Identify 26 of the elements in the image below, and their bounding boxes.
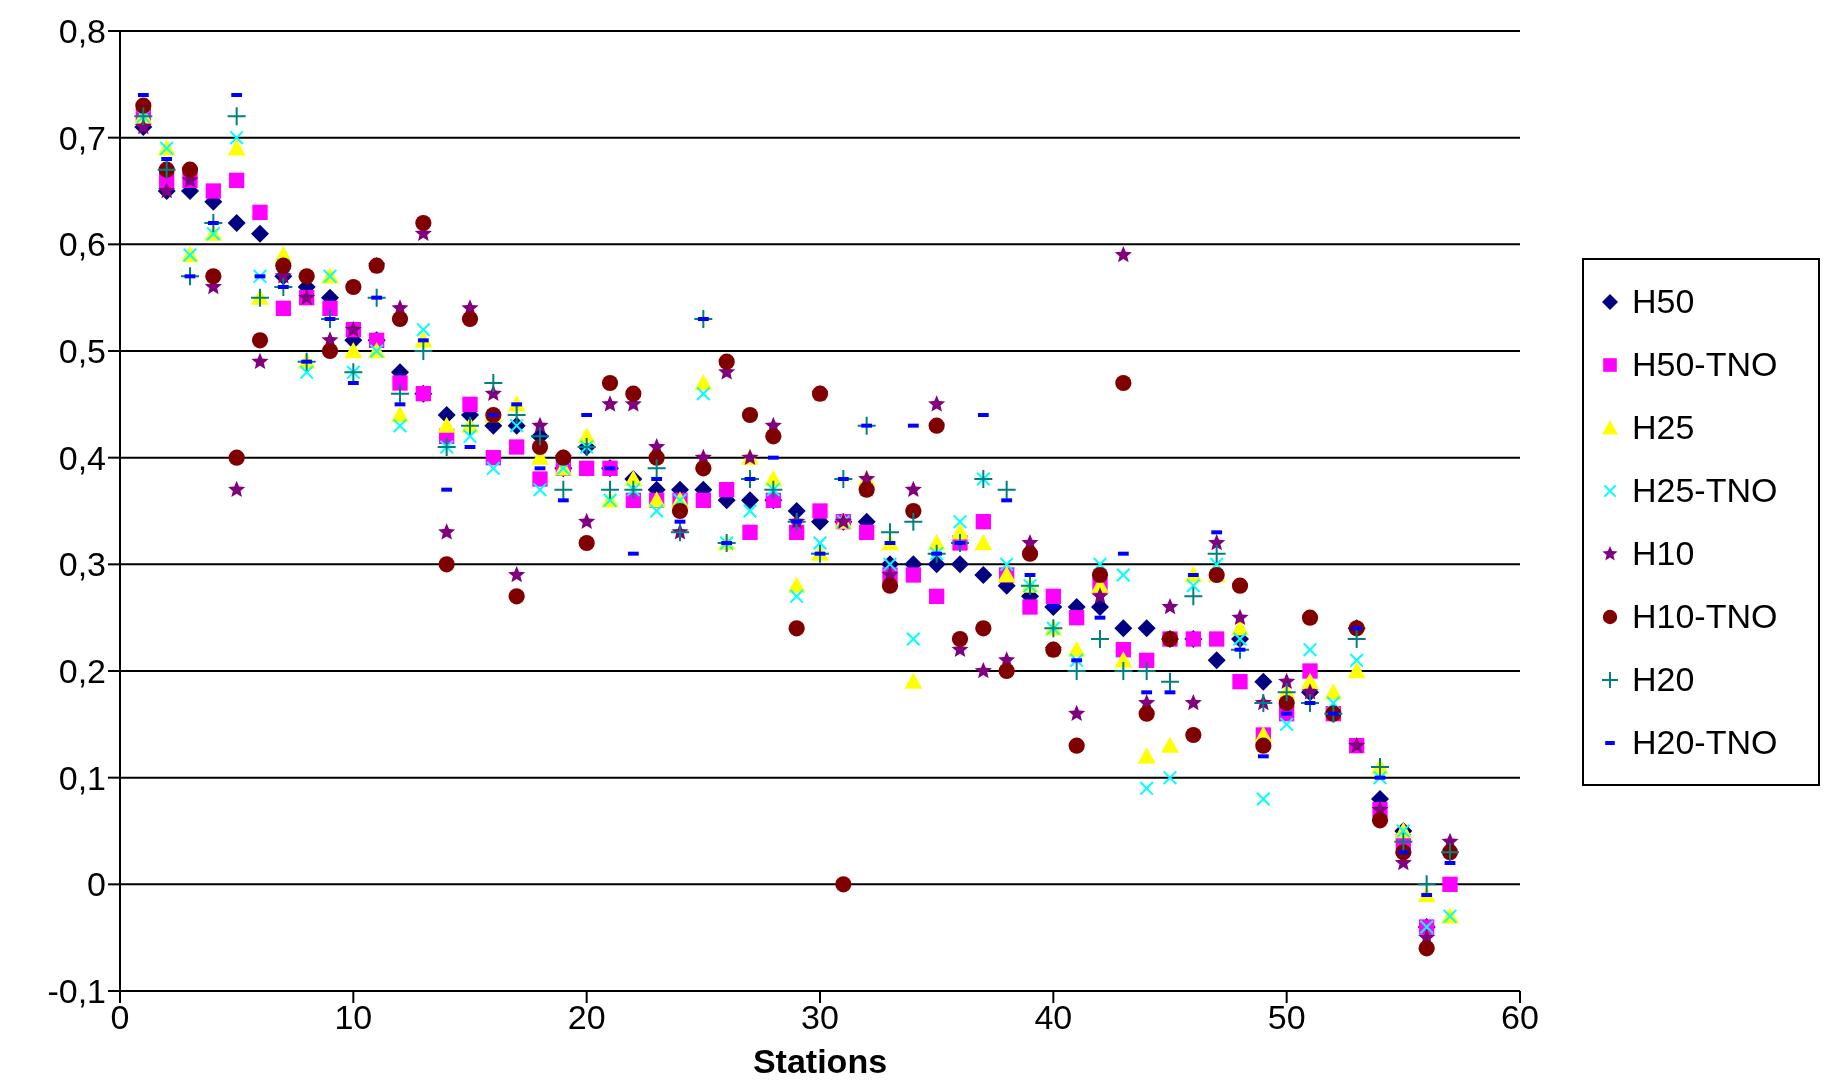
x-tick-label: 30: [801, 998, 839, 1037]
x-tick-label: 20: [567, 998, 606, 1037]
y-tick-label: 0,2: [58, 652, 106, 691]
legend-label: H25-TNO: [1632, 471, 1778, 510]
y-tick-label: 0,1: [58, 758, 106, 797]
y-tick-label: -0,1: [47, 972, 106, 1011]
x-tick-label: 40: [1034, 998, 1073, 1037]
x-tick-label: 50: [1267, 998, 1306, 1037]
y-tick-label: 0: [87, 865, 106, 904]
legend-label: H50-TNO: [1632, 345, 1778, 384]
legend-label: H50: [1632, 282, 1695, 321]
y-tick-label: 0,3: [58, 545, 106, 584]
x-tick-label: 10: [334, 998, 373, 1037]
legend-label: H10-TNO: [1632, 597, 1778, 636]
legend-label: H20: [1632, 660, 1695, 699]
y-tick-label: 0,8: [58, 12, 106, 51]
x-tick-label: 60: [1501, 998, 1539, 1037]
y-tick-label: 0,6: [58, 225, 106, 264]
legend-label: H25: [1632, 408, 1695, 447]
y-tick-label: 0,7: [58, 118, 106, 157]
y-tick-label: 0,5: [58, 332, 106, 371]
x-tick-label: 0: [110, 998, 130, 1037]
x-axis-title: Stations: [752, 1042, 888, 1080]
legend-label: H10: [1632, 534, 1695, 573]
legend-label: H20-TNO: [1632, 723, 1778, 762]
y-tick-label: 0,4: [58, 438, 106, 477]
